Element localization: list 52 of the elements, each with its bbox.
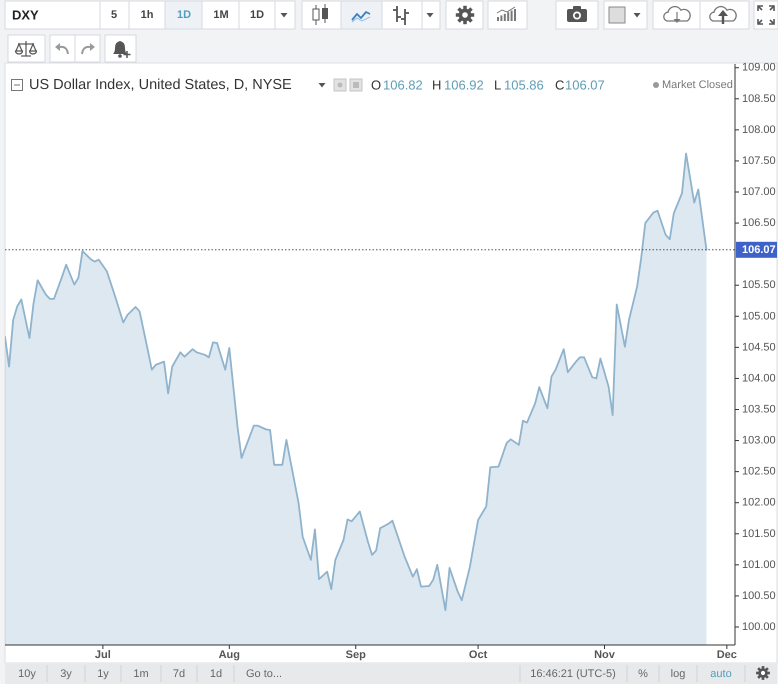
- y-tick-label: 100.50: [742, 590, 776, 602]
- text: 7d: [172, 668, 186, 680]
- y-tick-label: 104.50: [742, 341, 776, 354]
- annotation: O: [371, 78, 382, 92]
- x-tick-label: Dec: [716, 649, 737, 661]
- y-tick-label: 109.00: [742, 62, 776, 74]
- x-tick-label: Sep: [346, 649, 366, 661]
- text: 1D: [176, 9, 192, 21]
- y-tick-label: 101.50: [742, 528, 776, 540]
- text: auto: [710, 668, 732, 680]
- annotation: Market Closed: [662, 79, 733, 91]
- y-tick-label: 102.00: [742, 496, 776, 509]
- text: 1d: [210, 668, 222, 680]
- annotation: H: [432, 78, 442, 92]
- y-tick-label: 107.00: [742, 186, 776, 198]
- annotation: C: [555, 78, 564, 92]
- y-tick-label: 105.50: [742, 279, 776, 292]
- text: US Dollar Index, United States, D, NYSE: [29, 77, 292, 93]
- ref-line-label: 106.07: [742, 244, 776, 256]
- x-tick-label: Nov: [594, 649, 616, 661]
- text: 16:46:21 (UTC-5): [530, 668, 616, 680]
- text: 5: [110, 9, 118, 21]
- y-tick-label: 108.50: [742, 92, 776, 105]
- y-tick-label: 106.50: [742, 217, 776, 230]
- x-tick-label: Oct: [468, 649, 488, 661]
- text: 10y: [18, 668, 36, 680]
- text: 1m: [133, 668, 149, 680]
- text: 1M: [213, 9, 229, 21]
- y-tick-label: 108.00: [742, 124, 776, 136]
- text: 3y: [60, 668, 72, 680]
- y-tick-label: 102.50: [742, 466, 776, 478]
- y-tick-label: 101.00: [742, 558, 776, 571]
- annotation: 106.07: [565, 78, 605, 92]
- x-tick-label: Aug: [218, 649, 240, 661]
- y-tick-label: 107.50: [742, 154, 776, 167]
- y-tick-label: 104.00: [742, 372, 776, 384]
- text: 1y: [97, 668, 110, 680]
- text: log: [670, 668, 686, 680]
- text: %: [638, 668, 648, 680]
- text: DXY: [12, 8, 40, 22]
- annotation: 106.92: [444, 78, 484, 92]
- annotation: 105.86: [504, 78, 544, 92]
- text: 1h: [140, 9, 154, 21]
- annotation: L: [494, 78, 502, 92]
- x-tick-label: Jul: [94, 649, 111, 661]
- y-tick-label: 103.00: [742, 434, 776, 447]
- text: 1D: [250, 9, 264, 21]
- text: Go to...: [246, 668, 282, 680]
- y-tick-label: 100.00: [742, 620, 776, 633]
- y-tick-label: 103.50: [742, 403, 776, 416]
- annotation: 106.82: [383, 78, 423, 92]
- y-tick-label: 105.00: [742, 310, 776, 322]
